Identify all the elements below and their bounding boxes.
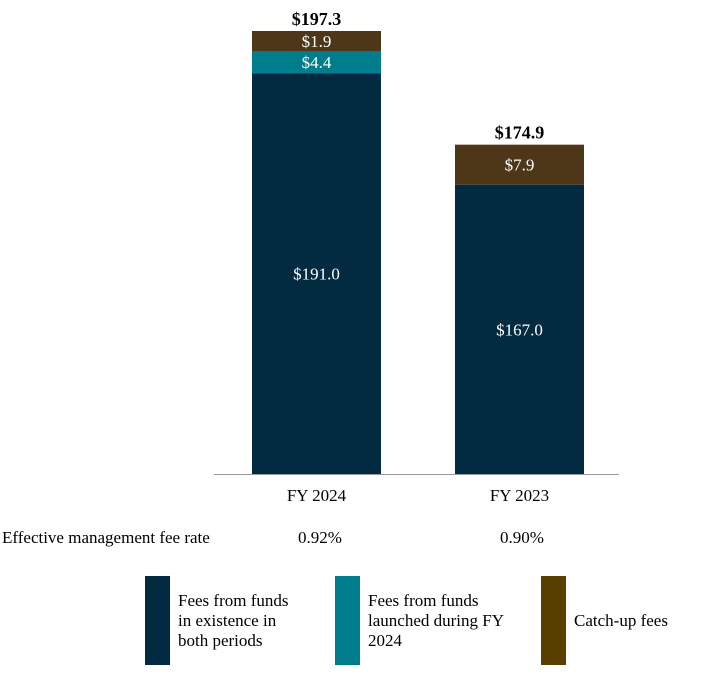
bar-segment bbox=[252, 31, 381, 51]
bar-segment bbox=[455, 184, 584, 474]
fee-rate-label: Effective management fee rate bbox=[2, 528, 210, 547]
legend-label: Catch-up fees bbox=[574, 610, 668, 630]
fee-rate-fy2023: 0.90% bbox=[500, 528, 544, 547]
legend-label: Fees from funds launched during FY 2024 bbox=[368, 590, 504, 650]
x-tick-label: FY 2024 bbox=[287, 486, 347, 505]
data-label: $4.4 bbox=[302, 53, 332, 72]
x-tick-label: FY 2023 bbox=[490, 486, 549, 505]
data-label: $1.9 bbox=[302, 32, 332, 51]
total-label: $174.9 bbox=[495, 123, 545, 143]
legend-swatch bbox=[145, 576, 170, 665]
total-label: $197.3 bbox=[292, 9, 342, 29]
legend-label: Fees from funds in existence in both per… bbox=[178, 590, 289, 650]
legend-swatch bbox=[541, 576, 566, 665]
legend-item-new-funds: Fees from funds launched during FY 2024 bbox=[335, 576, 504, 665]
bar-segment bbox=[252, 73, 381, 474]
stacked-bar-chart: $1.9 $4.4 $191.0 $197.3 FY 2024 $7.9 $167.0 $17… bbox=[214, 9, 619, 505]
data-label: $7.9 bbox=[505, 156, 535, 175]
legend-swatch bbox=[335, 576, 360, 665]
legend-item-catch-up-fees: Catch-up fees bbox=[541, 576, 668, 665]
data-label: $191.0 bbox=[293, 265, 340, 284]
fee-rate-fy2024: 0.92% bbox=[298, 528, 342, 547]
data-label: $167.0 bbox=[496, 320, 543, 339]
bar-segment bbox=[252, 51, 381, 74]
legend-item-existing-funds: Fees from funds in existence in both per… bbox=[145, 576, 288, 665]
bar-segment bbox=[455, 144, 584, 185]
